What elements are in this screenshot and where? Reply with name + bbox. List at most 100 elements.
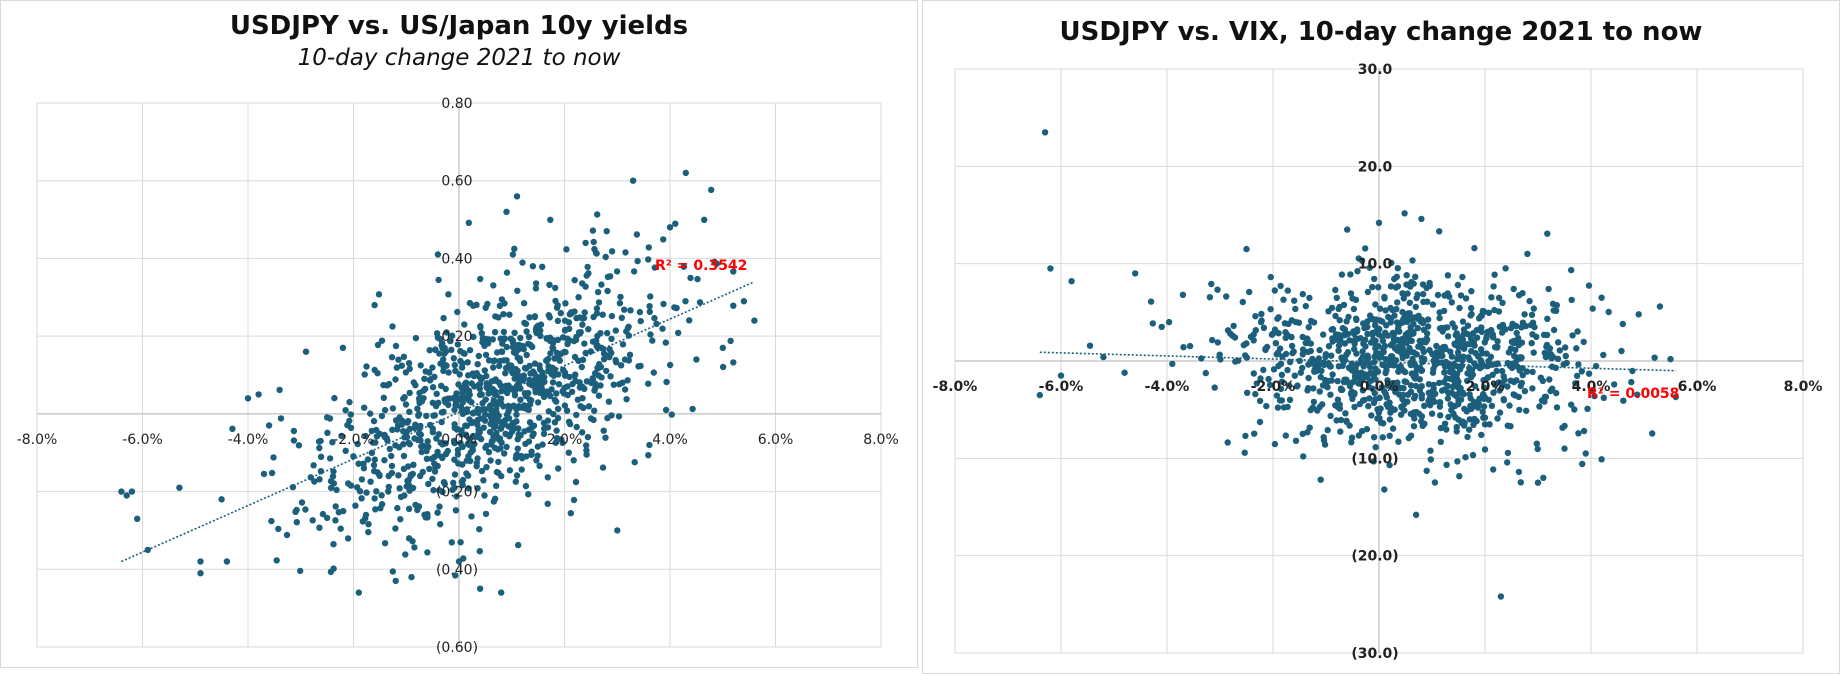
data-point <box>512 478 519 485</box>
data-point <box>389 405 397 412</box>
data-point <box>519 377 527 384</box>
data-point <box>436 350 443 357</box>
data-point <box>1354 369 1361 377</box>
data-point <box>401 394 408 401</box>
data-point <box>389 426 396 433</box>
data-point <box>326 455 334 462</box>
data-point <box>517 404 524 411</box>
data-point <box>431 468 439 475</box>
data-point <box>1456 473 1463 480</box>
data-point <box>435 399 442 406</box>
data-point <box>1260 324 1268 331</box>
data-point <box>1656 303 1664 310</box>
data-point <box>442 385 449 393</box>
data-point <box>554 336 562 344</box>
data-point <box>1299 290 1306 298</box>
data-point <box>559 439 566 446</box>
data-point <box>1306 294 1313 302</box>
data-point <box>474 485 481 492</box>
data-point <box>1361 324 1368 332</box>
data-point <box>197 570 204 577</box>
data-point <box>1466 391 1473 398</box>
data-point <box>1468 373 1475 381</box>
data-point <box>1529 385 1536 392</box>
data-point <box>1250 370 1257 377</box>
data-point <box>619 341 627 348</box>
data-point <box>265 422 273 429</box>
data-point <box>1279 353 1286 360</box>
data-point <box>324 429 331 436</box>
data-point <box>197 558 204 565</box>
data-point <box>406 365 413 372</box>
data-point <box>1526 297 1533 305</box>
data-point <box>1507 377 1514 384</box>
data-point <box>1480 414 1487 421</box>
data-point <box>469 409 477 417</box>
data-point <box>244 395 252 402</box>
data-point <box>544 474 551 481</box>
data-point <box>1471 418 1478 426</box>
data-point <box>1276 397 1284 404</box>
data-point <box>1490 389 1497 396</box>
data-point <box>579 321 586 328</box>
data-point <box>1389 425 1397 432</box>
data-point <box>1362 245 1369 252</box>
data-point <box>385 488 392 495</box>
data-point <box>1478 328 1485 336</box>
data-point <box>513 382 521 389</box>
data-point <box>1343 318 1350 325</box>
data-point <box>1430 385 1437 392</box>
data-point <box>573 411 580 419</box>
data-point <box>392 442 399 449</box>
data-point <box>365 528 372 536</box>
data-points <box>118 169 758 596</box>
data-point <box>1263 402 1270 410</box>
data-point <box>1328 377 1335 384</box>
data-point <box>482 510 490 518</box>
data-point <box>1286 382 1293 389</box>
data-point <box>1562 352 1569 360</box>
data-point <box>331 394 338 402</box>
data-point <box>1436 325 1444 332</box>
data-point <box>481 367 488 374</box>
data-point <box>680 263 687 270</box>
data-point <box>451 424 458 432</box>
data-point <box>1336 405 1344 412</box>
data-point <box>1371 358 1378 366</box>
data-point <box>561 402 569 409</box>
data-point <box>557 309 564 317</box>
data-point <box>1381 486 1388 493</box>
data-point <box>522 482 530 490</box>
data-point <box>273 557 280 564</box>
data-point <box>1418 316 1426 323</box>
data-point <box>498 589 505 596</box>
data-point <box>610 381 617 388</box>
data-point <box>1307 340 1314 347</box>
data-point <box>118 488 125 495</box>
data-point <box>1334 377 1341 385</box>
data-point <box>515 541 522 549</box>
data-point <box>1267 273 1274 281</box>
y-tick-label: (0.40) <box>436 562 478 578</box>
data-point <box>560 366 567 374</box>
data-point <box>519 259 526 266</box>
data-point <box>483 464 490 471</box>
r-squared-label: R² = 0.3542 <box>655 258 747 274</box>
data-point <box>602 434 609 441</box>
data-point <box>513 411 520 418</box>
data-point <box>1428 410 1436 417</box>
data-point <box>602 253 609 261</box>
data-point <box>556 357 563 364</box>
data-point <box>465 485 472 492</box>
data-point <box>444 447 451 455</box>
data-point <box>1336 337 1344 345</box>
data-point <box>1437 424 1445 432</box>
data-point <box>1582 450 1589 457</box>
data-point <box>1619 320 1626 328</box>
data-point <box>512 365 519 373</box>
data-point <box>1239 298 1246 306</box>
data-point <box>1504 383 1511 390</box>
data-point <box>392 417 400 424</box>
x-tick-label: -2.0% <box>1251 379 1296 395</box>
y-tick-label: 20.0 <box>1358 159 1393 175</box>
